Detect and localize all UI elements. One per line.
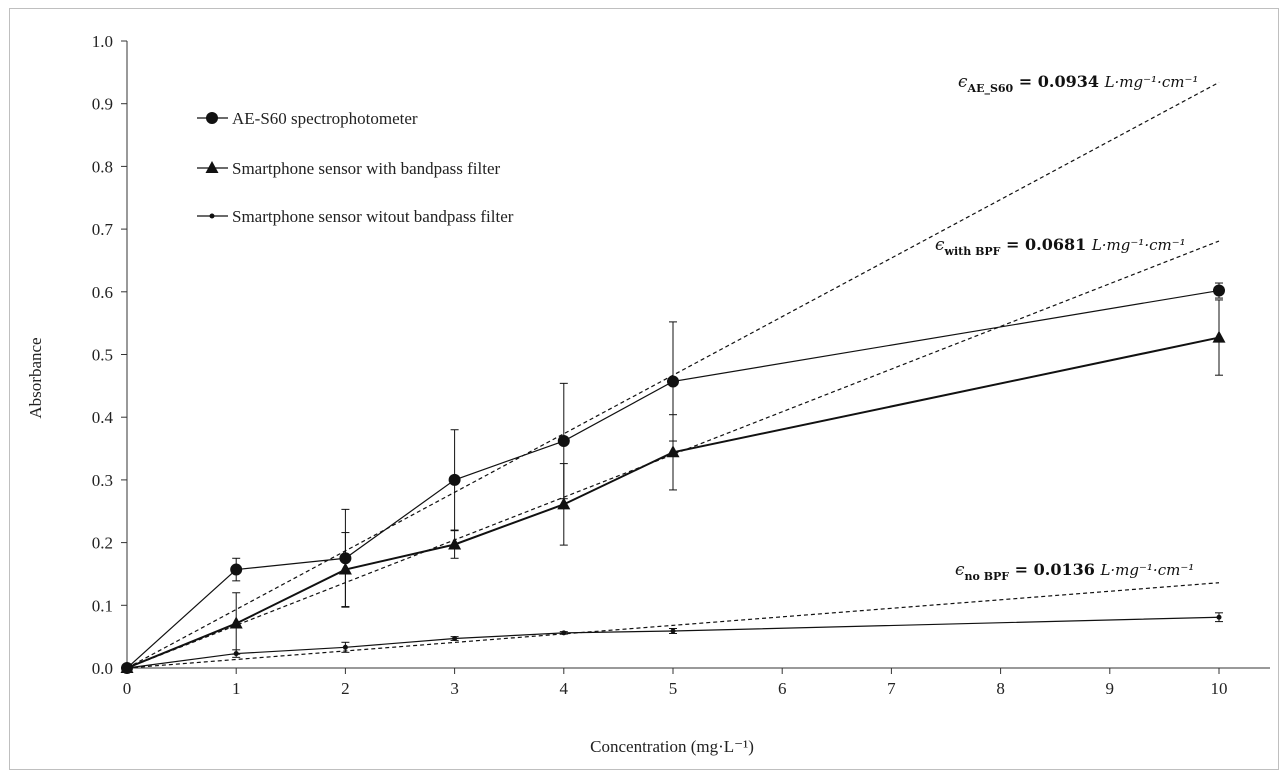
data-point xyxy=(667,375,679,388)
y-tick-label: 0.8 xyxy=(92,157,113,176)
x-tick-label: 0 xyxy=(123,679,132,698)
legend-label: Smartphone sensor witout bandpass filter xyxy=(232,207,514,226)
x-tick-label: 1 xyxy=(232,679,241,698)
x-tick-label: 6 xyxy=(778,679,787,698)
slope-annotations: ϵAE_S60 = 0.0934 L·mg⁻¹·cm⁻¹ ϵwith BPF = … xyxy=(935,72,1198,583)
y-axis-label: Absorbance xyxy=(26,337,45,418)
data-point xyxy=(448,537,462,550)
legend-label: Smartphone sensor with bandpass filter xyxy=(232,159,501,178)
y-tick-label: 0.1 xyxy=(92,596,113,615)
legend-label: AE-S60 spectrophotometer xyxy=(232,109,418,128)
slope-annotation: ϵAE_S60 = 0.0934 L·mg⁻¹·cm⁻¹ xyxy=(958,72,1198,96)
data-point xyxy=(448,473,461,486)
data-point xyxy=(666,445,680,458)
data-point xyxy=(233,651,239,657)
data-point xyxy=(670,628,676,634)
data-point xyxy=(1212,330,1226,343)
y-tick-label: 0.6 xyxy=(92,283,113,302)
data-point xyxy=(561,630,567,636)
y-tick-label: 0.3 xyxy=(92,471,113,490)
data-point xyxy=(557,435,570,448)
data-point xyxy=(342,644,348,650)
y-tick-label: 0.9 xyxy=(92,95,113,114)
x-tick-label: 3 xyxy=(450,679,459,698)
legend-marker xyxy=(206,112,218,124)
series-1 xyxy=(120,299,1226,673)
legend-marker xyxy=(205,161,219,173)
axes: 0.0 0.1 0.2 0.3 0.4 0.5 0.6 0.7 0.8 0.9 1.0 0 1 2 3 4 5 6… xyxy=(92,32,1270,698)
y-tick-label: 0.4 xyxy=(92,408,114,427)
data-point xyxy=(124,665,130,671)
data-point xyxy=(1216,614,1222,620)
legend-entry: Smartphone sensor with bandpass filter xyxy=(197,159,501,178)
y-tick-label: 1.0 xyxy=(92,32,113,51)
data-point xyxy=(452,636,458,642)
x-tick-label: 5 xyxy=(669,679,678,698)
x-tick-label: 7 xyxy=(887,679,896,698)
x-tick-label: 8 xyxy=(996,679,1005,698)
legend-marker xyxy=(209,213,215,219)
x-axis-label: Concentration (mg·L⁻¹) xyxy=(590,737,754,756)
y-tick-label: 0.5 xyxy=(92,346,113,365)
data-point xyxy=(230,563,243,576)
slope-annotation: ϵno BPF = 0.0136 L·mg⁻¹·cm⁻¹ xyxy=(955,560,1194,583)
data-point xyxy=(229,616,243,629)
x-tick-label: 9 xyxy=(1106,679,1115,698)
y-tick-label: 0.2 xyxy=(92,534,113,553)
series-2 xyxy=(124,612,1223,671)
slope-annotation: ϵwith BPF = 0.0681 L·mg⁻¹·cm⁻¹ xyxy=(935,235,1186,258)
legend-entry: Smartphone sensor witout bandpass filter xyxy=(197,207,514,226)
x-tick-label: 4 xyxy=(560,679,569,698)
data-point xyxy=(557,497,571,510)
y-tick-label: 0.0 xyxy=(92,659,113,678)
fit-line xyxy=(126,582,1220,669)
x-tick-label: 10 xyxy=(1211,679,1228,698)
series-group xyxy=(120,282,1226,674)
data-point xyxy=(1213,284,1225,297)
x-tick-label: 2 xyxy=(341,679,350,698)
y-tick-label: 0.7 xyxy=(92,220,114,239)
legend: AE-S60 spectrophotometer Smartphone senso… xyxy=(197,109,514,226)
data-point xyxy=(338,562,352,575)
legend-entry: AE-S60 spectrophotometer xyxy=(197,109,418,128)
